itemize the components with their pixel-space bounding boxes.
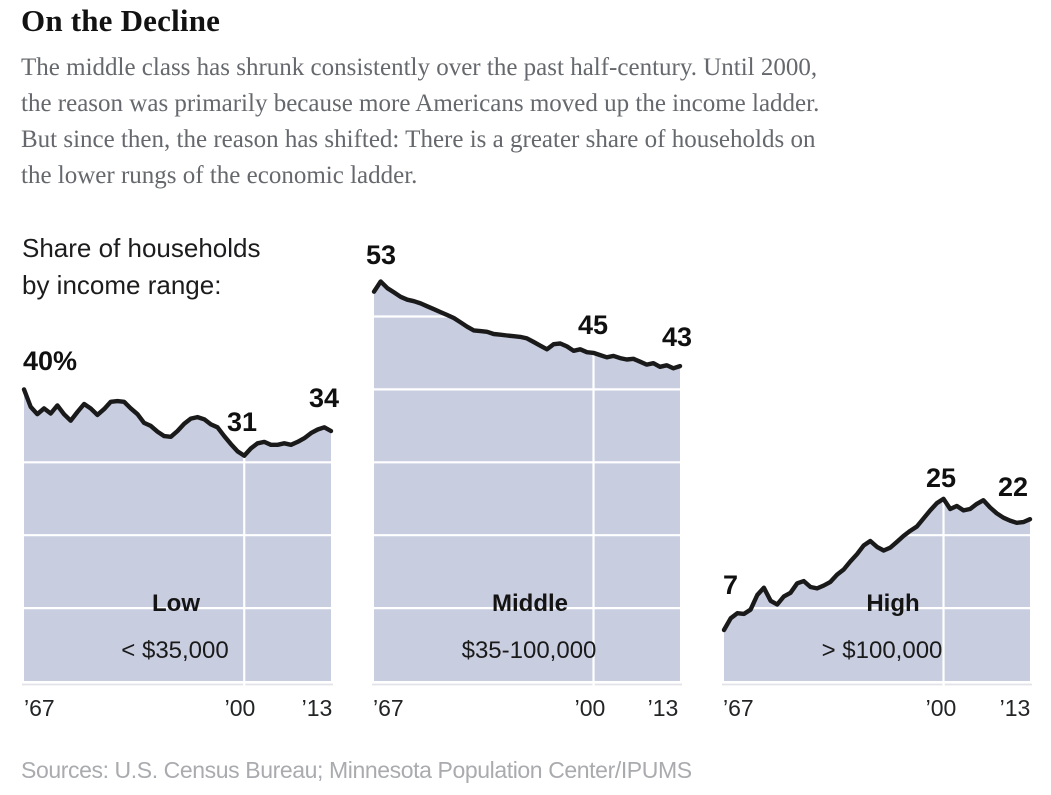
middle-start-value-label: 53 xyxy=(366,240,397,270)
low-tick-00: ’00 xyxy=(224,695,256,721)
high-2000-value-label: 25 xyxy=(925,463,957,493)
high-tick-00: ’00 xyxy=(925,695,957,721)
low-start-value-label: 40% xyxy=(23,346,78,376)
low-2000-value-label: 31 xyxy=(226,407,258,437)
high-start-value-label: 7 xyxy=(723,570,739,600)
middle-tick-67: ’67 xyxy=(373,695,404,721)
source-note: Sources: U.S. Census Bureau; Minnesota P… xyxy=(21,757,692,783)
area-chart-middle xyxy=(371,279,683,686)
area-chart-low xyxy=(21,387,334,686)
middle-end-value-label: 43 xyxy=(661,322,693,352)
middle-category-label: Middle xyxy=(492,590,568,617)
low-category-label: Low xyxy=(152,590,200,617)
low-end-value-label: 34 xyxy=(308,383,340,413)
high-category-label: High xyxy=(866,590,920,617)
middle-range-label: $35-100,000 xyxy=(461,637,597,664)
high-range-label: > $100,000 xyxy=(821,637,943,664)
middle-2000-value-label: 45 xyxy=(577,310,609,340)
page-title: On the Decline xyxy=(21,3,221,38)
high-tick-67: ’67 xyxy=(723,695,754,721)
middle-tick-13: ’13 xyxy=(647,695,679,721)
low-tick-67: ’67 xyxy=(24,695,55,721)
low-range-label: < $35,000 xyxy=(121,637,229,664)
chart-legend-label: Share of households by income range: xyxy=(22,233,261,300)
high-end-value-label: 22 xyxy=(997,472,1029,502)
low-tick-13: ’13 xyxy=(301,695,333,721)
area-chart-high xyxy=(721,496,1033,686)
description-text: The middle class has shrunk consistently… xyxy=(21,54,820,189)
high-tick-13: ’13 xyxy=(999,695,1031,721)
middle-tick-00: ’00 xyxy=(574,695,606,721)
